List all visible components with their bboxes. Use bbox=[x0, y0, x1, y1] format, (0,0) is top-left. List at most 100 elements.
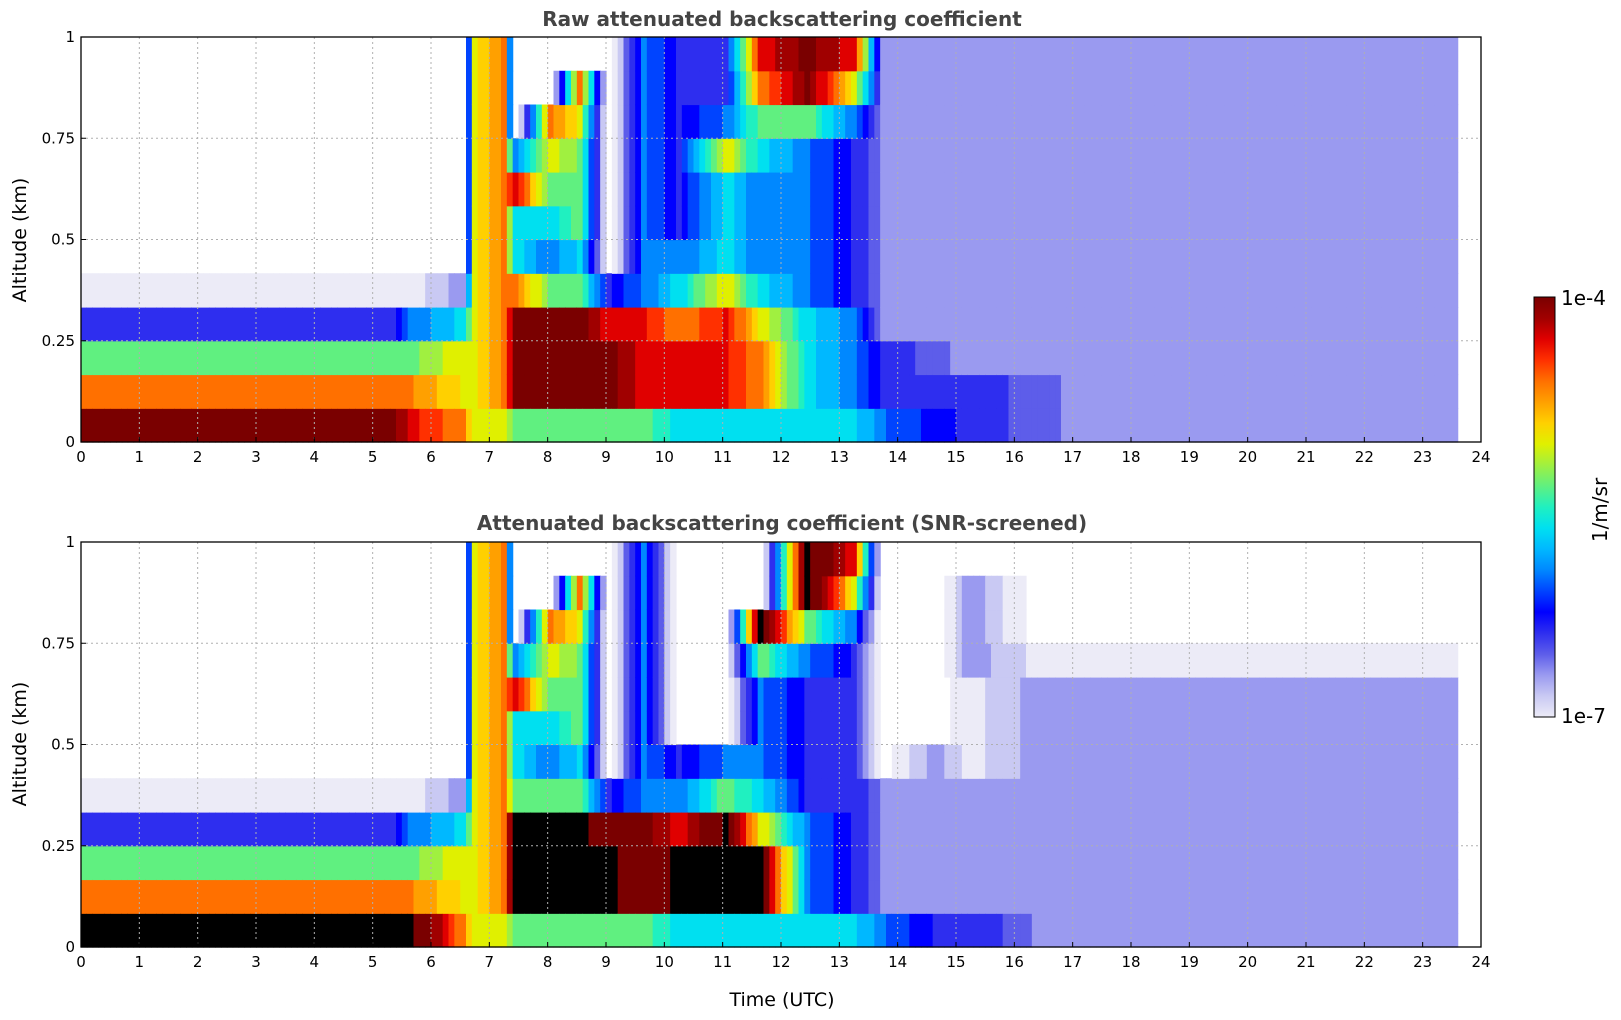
heatmap-cell bbox=[856, 879, 864, 914]
heatmap-cell bbox=[489, 542, 496, 577]
raw-backscatter-panel: Raw attenuated backscattering coefficien… bbox=[9, 7, 1491, 466]
heatmap-cell bbox=[1253, 845, 1260, 881]
heatmap-cell bbox=[92, 374, 100, 409]
heatmap-cell bbox=[1031, 340, 1039, 376]
heatmap-cell bbox=[495, 374, 502, 409]
heatmap-cell bbox=[886, 239, 893, 274]
heatmap-cell bbox=[827, 340, 835, 376]
heatmap-cell bbox=[1136, 812, 1144, 847]
heatmap-cell bbox=[1271, 643, 1278, 678]
heatmap-cell bbox=[956, 710, 963, 746]
heatmap-cell bbox=[92, 812, 100, 847]
heatmap-cell bbox=[734, 138, 741, 173]
heatmap-cell bbox=[1201, 879, 1208, 914]
heatmap-cell bbox=[121, 307, 129, 342]
heatmap-cell bbox=[763, 37, 770, 72]
heatmap-cell bbox=[483, 710, 490, 746]
heatmap-cell bbox=[833, 239, 840, 274]
heatmap-cell bbox=[903, 778, 910, 813]
heatmap-cell bbox=[547, 273, 555, 308]
heatmap-cell bbox=[331, 778, 339, 813]
heatmap-cell bbox=[81, 340, 88, 376]
heatmap-cell bbox=[1037, 104, 1045, 139]
heatmap-cell bbox=[174, 879, 181, 914]
heatmap-cell bbox=[139, 374, 146, 409]
heatmap-cell bbox=[1276, 812, 1284, 847]
heatmap-cell bbox=[168, 273, 175, 308]
heatmap-cell bbox=[757, 340, 765, 376]
heatmap-cell bbox=[1218, 643, 1225, 678]
heatmap-cell bbox=[932, 138, 940, 173]
heatmap-cell bbox=[1271, 70, 1278, 106]
heatmap-cell bbox=[798, 879, 805, 914]
heatmap-cell bbox=[1206, 172, 1214, 207]
heatmap-cell bbox=[1358, 677, 1365, 712]
heatmap-cell bbox=[1306, 812, 1313, 847]
heatmap-cell bbox=[635, 273, 642, 308]
heatmap-cell bbox=[1148, 744, 1155, 779]
heatmap-cell bbox=[139, 879, 146, 914]
heatmap-cell bbox=[1020, 374, 1027, 409]
heatmap-cell bbox=[670, 609, 677, 644]
heatmap-cell bbox=[1446, 239, 1453, 274]
heatmap-cell bbox=[1189, 239, 1196, 274]
heatmap-cell bbox=[203, 812, 210, 847]
heatmap-cell bbox=[728, 172, 735, 207]
heatmap-cell bbox=[349, 879, 356, 914]
heatmap-cell bbox=[658, 408, 665, 443]
heatmap-cell bbox=[839, 172, 846, 207]
heatmap-cell bbox=[623, 239, 630, 274]
heatmap-cell bbox=[547, 104, 555, 139]
heatmap-cell bbox=[1084, 879, 1091, 914]
heatmap-cell bbox=[495, 677, 502, 712]
heatmap-cell bbox=[1247, 710, 1255, 746]
heatmap-cell bbox=[1259, 205, 1266, 241]
heatmap-cell bbox=[1405, 273, 1412, 308]
heatmap-cell bbox=[1212, 643, 1220, 678]
heatmap-cell bbox=[1171, 307, 1179, 342]
heatmap-cell bbox=[1206, 812, 1214, 847]
heatmap-cell bbox=[232, 307, 240, 342]
heatmap-cell bbox=[291, 879, 298, 914]
heatmap-cell bbox=[816, 138, 823, 173]
heatmap-cell bbox=[267, 307, 275, 342]
heatmap-cell bbox=[973, 104, 980, 139]
heatmap-cell bbox=[1230, 104, 1237, 139]
heatmap-cell bbox=[489, 138, 496, 173]
heatmap-cell bbox=[594, 70, 601, 106]
heatmap-cell bbox=[693, 778, 700, 813]
heatmap-cell bbox=[728, 37, 735, 72]
heatmap-cell bbox=[1096, 374, 1103, 409]
heatmap-cell bbox=[1381, 643, 1389, 678]
heatmap-cell bbox=[349, 778, 356, 813]
heatmap-cell bbox=[594, 744, 601, 779]
heatmap-cell bbox=[466, 677, 473, 712]
heatmap-cell bbox=[1265, 812, 1272, 847]
heatmap-cell bbox=[588, 913, 595, 948]
y-tick-label: 1 bbox=[65, 28, 75, 46]
heatmap-cell bbox=[1370, 643, 1377, 678]
heatmap-cell bbox=[996, 205, 1004, 241]
heatmap-cell bbox=[588, 104, 595, 139]
heatmap-cell bbox=[1335, 205, 1342, 241]
heatmap-cell bbox=[985, 575, 992, 611]
heatmap-cell bbox=[816, 778, 823, 813]
heatmap-cell bbox=[921, 913, 928, 948]
heatmap-cell bbox=[1271, 879, 1278, 914]
heatmap-cell bbox=[221, 879, 228, 914]
heatmap-cell bbox=[792, 575, 800, 611]
heatmap-cell bbox=[1259, 408, 1266, 443]
heatmap-cell bbox=[1446, 913, 1453, 948]
heatmap-cell bbox=[477, 37, 485, 72]
heatmap-cell bbox=[1440, 744, 1447, 779]
heatmap-cell bbox=[1411, 879, 1418, 914]
heatmap-cell bbox=[559, 104, 566, 139]
heatmap-cell bbox=[226, 879, 234, 914]
heatmap-cell bbox=[1183, 643, 1190, 678]
heatmap-cell bbox=[617, 710, 625, 746]
heatmap-cell bbox=[1131, 273, 1138, 308]
heatmap-cell bbox=[921, 744, 928, 779]
heatmap-cell bbox=[448, 778, 455, 813]
heatmap-cell bbox=[979, 845, 986, 881]
heatmap-cell bbox=[162, 307, 170, 342]
